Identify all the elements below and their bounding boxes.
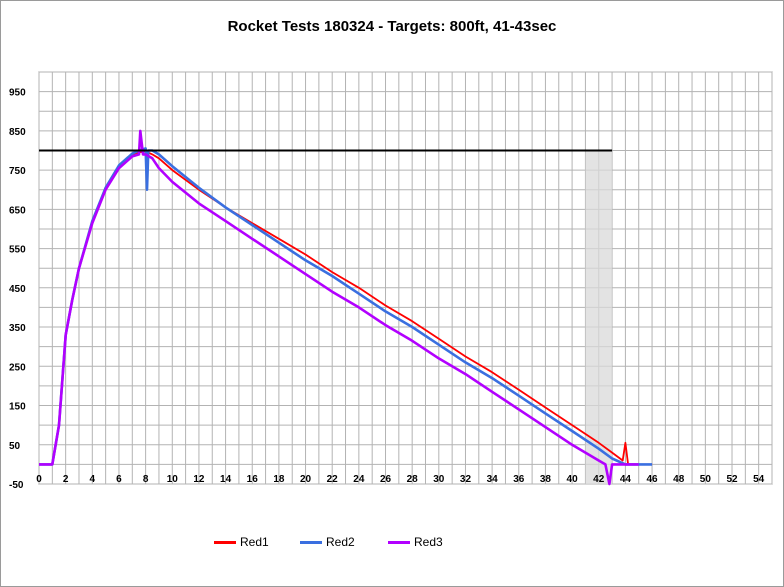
x-tick-label: 26 xyxy=(380,474,392,485)
y-tick-label: 250 xyxy=(9,362,26,373)
x-tick-label: 32 xyxy=(460,474,472,485)
x-tick-label: 24 xyxy=(353,474,365,485)
x-tick-label: 48 xyxy=(673,474,685,485)
x-tick-label: 46 xyxy=(646,474,658,485)
chart-title: Rocket Tests 180324 - Targets: 800ft, 41… xyxy=(227,18,557,35)
x-tick-label: 28 xyxy=(407,474,419,485)
y-tick-label: 950 xyxy=(9,88,26,99)
x-tick-label: 10 xyxy=(167,474,179,485)
y-tick-label: 50 xyxy=(9,441,21,452)
x-tick-label: 42 xyxy=(593,474,605,485)
legend: Red1 Red2 Red3 xyxy=(0,535,784,555)
x-tick-label: 34 xyxy=(487,474,499,485)
legend-item-red3: Red3 xyxy=(388,535,443,549)
legend-swatch-red3 xyxy=(388,540,410,544)
y-tick-label: 150 xyxy=(9,402,26,413)
legend-label-red1: Red1 xyxy=(240,535,269,549)
y-tick-label: 850 xyxy=(9,127,26,138)
legend-label-red3: Red3 xyxy=(414,535,443,549)
legend-label-red2: Red2 xyxy=(326,535,355,549)
x-tick-label: 2 xyxy=(63,474,69,485)
x-tick-label: 36 xyxy=(513,474,525,485)
x-tick-label: 40 xyxy=(567,474,579,485)
y-tick-label: -50 xyxy=(9,480,24,491)
y-tick-label: 550 xyxy=(9,245,26,256)
x-tick-label: 22 xyxy=(327,474,339,485)
x-tick-label: 52 xyxy=(726,474,738,485)
x-tick-label: 6 xyxy=(116,474,122,485)
plot-area xyxy=(38,71,773,485)
x-tick-label: 0 xyxy=(36,474,42,485)
x-tick-label: 16 xyxy=(247,474,259,485)
legend-swatch-red1 xyxy=(214,540,236,544)
x-tick-label: 44 xyxy=(620,474,632,485)
x-tick-label: 18 xyxy=(273,474,285,485)
legend-item-red2: Red2 xyxy=(300,535,355,549)
y-tick-label: 650 xyxy=(9,205,26,216)
x-tick-label: 50 xyxy=(700,474,712,485)
x-tick-label: 54 xyxy=(753,474,765,485)
y-tick-label: 450 xyxy=(9,284,26,295)
x-tick-label: 12 xyxy=(193,474,205,485)
x-tick-label: 20 xyxy=(300,474,312,485)
legend-item-red1: Red1 xyxy=(214,535,269,549)
x-tick-label: 14 xyxy=(220,474,232,485)
series-line-red3 xyxy=(39,129,639,486)
y-tick-label: 750 xyxy=(9,166,26,177)
x-tick-label: 4 xyxy=(90,474,96,485)
legend-swatch-red2 xyxy=(300,540,322,544)
x-tick-label: 38 xyxy=(540,474,552,485)
y-tick-label: 350 xyxy=(9,323,26,334)
target-time-band xyxy=(585,150,613,484)
x-tick-label: 8 xyxy=(143,474,149,485)
x-tick-label: 30 xyxy=(433,474,445,485)
